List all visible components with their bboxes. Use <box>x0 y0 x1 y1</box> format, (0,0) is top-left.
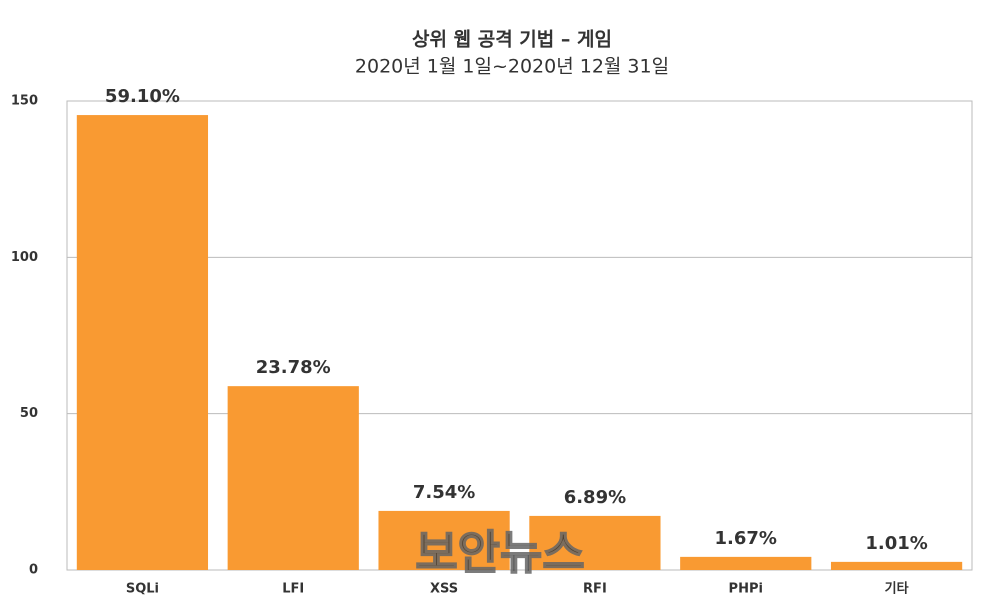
bar <box>76 115 209 570</box>
bar <box>680 556 812 570</box>
x-tick-label: LFI <box>282 582 304 597</box>
data-label: 23.78% <box>256 357 331 378</box>
y-tick-label: 50 <box>20 406 38 421</box>
bar <box>830 561 963 570</box>
x-tick-label: XSS <box>430 582 458 597</box>
x-tick-label: 기타 <box>885 581 909 597</box>
y-tick-label: 100 <box>11 250 38 265</box>
data-label: 6.89% <box>564 487 626 508</box>
chart-title: 상위 웹 공격 기법 – 게임 <box>412 29 612 51</box>
bar <box>378 510 510 570</box>
y-tick-label: 0 <box>29 563 38 578</box>
bar <box>529 515 661 570</box>
watermark: 보안뉴스 <box>415 526 584 580</box>
chart-subtitle: 2020년 1월 1일~2020년 12월 31일 <box>355 56 669 78</box>
x-tick-label: RFI <box>583 582 607 597</box>
bars <box>76 115 963 570</box>
data-label: 1.01% <box>865 533 927 554</box>
data-label: 1.67% <box>715 528 777 549</box>
y-tick-label: 150 <box>11 94 38 109</box>
data-label: 59.10% <box>105 86 180 107</box>
x-tick-label: PHPi <box>729 582 763 597</box>
plot-frame <box>66 100 973 571</box>
x-tick-label: SQLi <box>126 582 159 597</box>
bar <box>227 386 359 570</box>
data-label: 7.54% <box>413 482 475 503</box>
